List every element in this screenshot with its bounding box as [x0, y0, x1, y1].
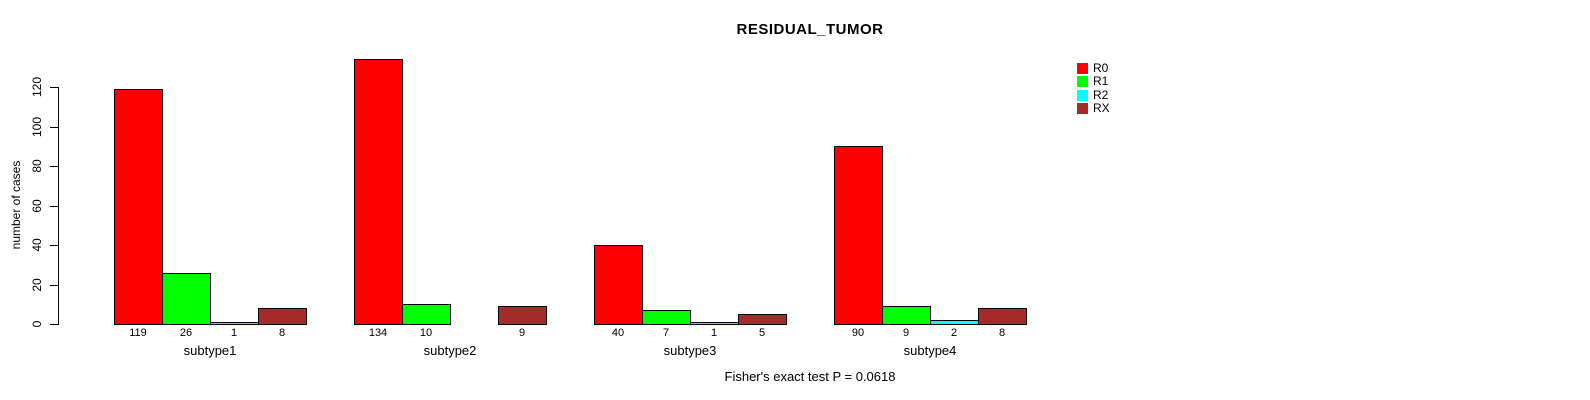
bar-subtype1-R0	[114, 89, 163, 325]
y-axis-tick	[50, 126, 58, 128]
bar-value-label: 1	[230, 327, 238, 339]
legend-item-R0: R0	[1077, 62, 1110, 75]
category-label-subtype4: subtype4	[903, 343, 957, 358]
legend: R0 R1 R2 RX	[1077, 62, 1110, 115]
bar-value-label: 119	[129, 327, 147, 339]
chart-title: RESIDUAL_TUMOR	[736, 21, 884, 38]
bar-subtype3-R1	[642, 310, 691, 325]
bar-value-label: 2	[950, 327, 958, 339]
bar-value-label: 26	[179, 327, 193, 339]
bar-subtype4-R0	[834, 146, 883, 325]
y-axis-tick	[50, 166, 58, 167]
y-axis-tick-label: 120	[30, 76, 44, 98]
legend-swatch-icon	[1077, 89, 1088, 101]
y-axis-tick	[50, 284, 58, 286]
y-axis-tick	[50, 205, 58, 207]
legend-item-R1: R1	[1077, 75, 1110, 88]
legend-label: R0	[1093, 61, 1109, 76]
y-axis-tick	[50, 324, 58, 325]
bar-value-label: 8	[278, 327, 286, 339]
y-axis-tick-label: 40	[30, 238, 44, 252]
y-axis-tick-label: 100	[30, 116, 44, 137]
legend-item-RX: RX	[1077, 102, 1110, 115]
bar-subtype4-RX	[978, 308, 1027, 325]
bar-value-label: 9	[902, 327, 910, 339]
bar-subtype3-RX	[738, 314, 787, 325]
bar-value-label: 1	[710, 327, 718, 339]
legend-label: R2	[1093, 87, 1109, 102]
bar-value-label: 7	[662, 327, 670, 339]
bar-subtype2-R0	[354, 59, 403, 325]
bar-subtype2-RX	[498, 306, 547, 325]
bar-subtype4-R1	[882, 306, 931, 325]
bar-subtype3-R2	[690, 322, 739, 325]
bar-value-label: 90	[851, 327, 865, 339]
bar-subtype4-R2	[930, 320, 979, 325]
y-axis-title: number of cases	[9, 160, 23, 250]
y-axis-tick-label: 60	[30, 198, 44, 213]
category-label-subtype1: subtype1	[183, 343, 237, 358]
legend-label: R1	[1093, 74, 1109, 89]
y-axis-tick-label: 80	[30, 159, 44, 173]
bar-subtype1-R2	[210, 322, 259, 325]
bar-value-label: 9	[518, 327, 526, 339]
legend-swatch-icon	[1077, 76, 1088, 88]
bar-subtype2-R1	[402, 304, 451, 325]
y-axis-line	[58, 87, 59, 325]
bar-subtype1-R1	[162, 273, 211, 325]
category-label-subtype2: subtype2	[423, 343, 477, 358]
y-axis-tick	[50, 87, 58, 88]
bar-value-label: 40	[611, 327, 625, 339]
bar-value-label: 8	[998, 327, 1006, 339]
legend-item-R2: R2	[1077, 89, 1110, 102]
y-axis-tick-label: 0	[30, 320, 44, 328]
bar-value-label: 5	[758, 327, 766, 339]
category-label-subtype3: subtype3	[663, 343, 717, 358]
fisher-test-annotation: Fisher's exact test P = 0.0618	[724, 369, 896, 384]
bar-value-label: 134	[368, 327, 388, 339]
legend-label: RX	[1093, 101, 1110, 116]
y-axis-tick-label: 20	[30, 277, 44, 292]
legend-swatch-icon	[1077, 103, 1088, 115]
y-axis-tick	[50, 245, 58, 246]
legend-swatch-icon	[1077, 63, 1088, 75]
bar-subtype1-RX	[258, 308, 307, 325]
bar-value-label: 10	[419, 327, 433, 339]
bar-subtype3-R0	[594, 245, 643, 325]
